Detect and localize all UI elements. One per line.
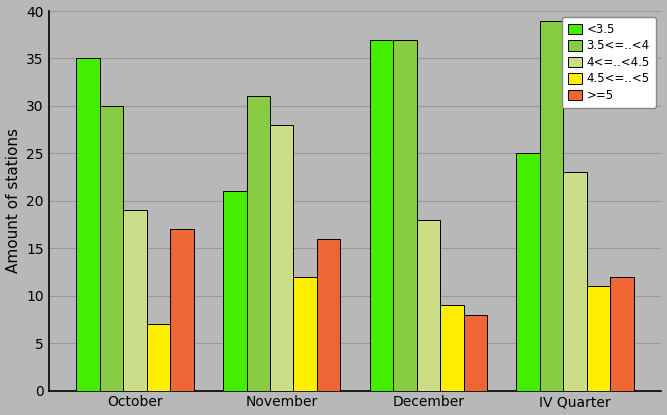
Bar bbox=[247, 96, 270, 391]
Bar bbox=[540, 21, 563, 391]
Bar bbox=[293, 277, 317, 391]
Y-axis label: Amount of stations: Amount of stations bbox=[5, 128, 21, 273]
Bar bbox=[123, 210, 147, 391]
Bar bbox=[587, 286, 610, 391]
Bar bbox=[370, 39, 393, 391]
Legend: <3.5, 3.5<=..<4, 4<=..<4.5, 4.5<=..<5, >=5: <3.5, 3.5<=..<4, 4<=..<4.5, 4.5<=..<5, >… bbox=[562, 17, 656, 108]
Bar bbox=[223, 191, 247, 391]
Bar bbox=[100, 106, 123, 391]
Bar bbox=[440, 305, 464, 391]
Bar bbox=[77, 59, 100, 391]
Bar bbox=[317, 239, 340, 391]
Bar bbox=[516, 154, 540, 391]
Bar bbox=[270, 125, 293, 391]
Bar bbox=[563, 172, 587, 391]
Bar bbox=[393, 39, 417, 391]
Bar bbox=[417, 220, 440, 391]
Bar bbox=[610, 277, 634, 391]
Bar bbox=[464, 315, 487, 391]
Bar bbox=[170, 229, 193, 391]
Bar bbox=[147, 324, 170, 391]
